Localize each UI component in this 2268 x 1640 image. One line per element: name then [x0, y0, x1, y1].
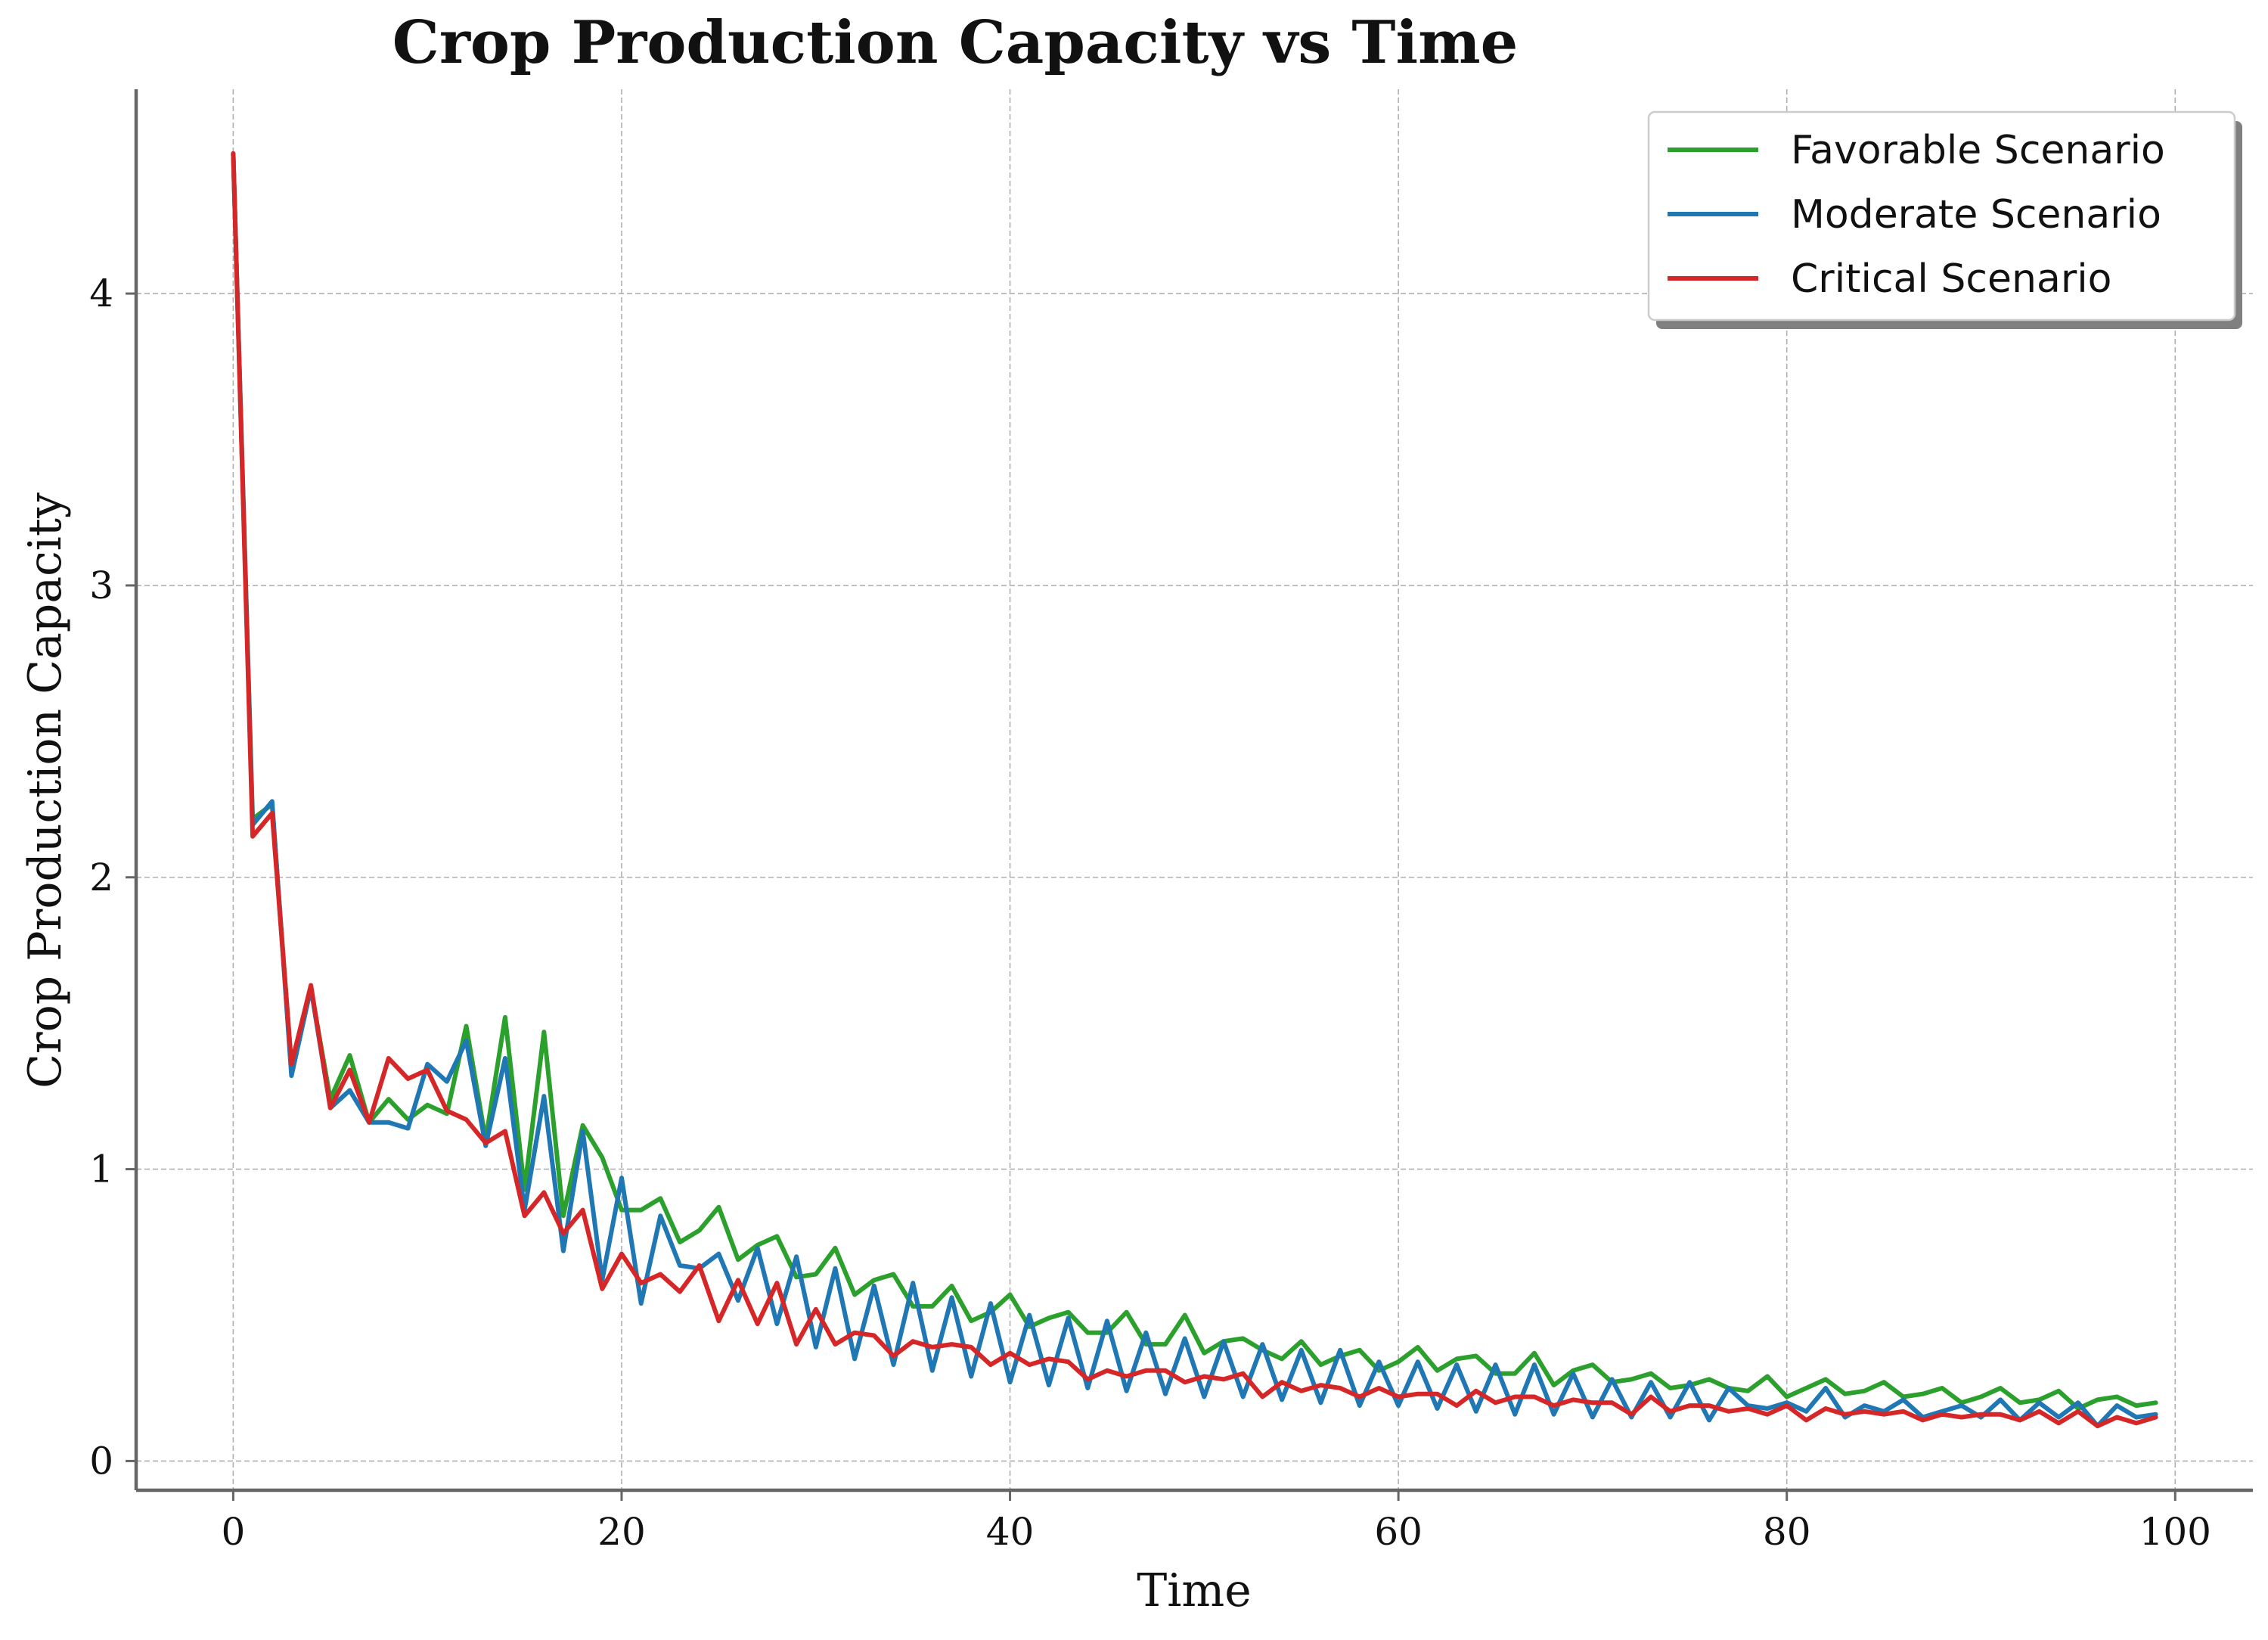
legend-label: Moderate Scenario: [1791, 192, 2161, 238]
x-tick-label: 40: [986, 1510, 1035, 1554]
x-tick-label: 20: [597, 1510, 646, 1554]
y-tick-label: 2: [89, 856, 113, 899]
series-line-critical-scenario: [231, 151, 2158, 1429]
x-tick-label: 0: [221, 1510, 245, 1554]
y-tick-label: 3: [89, 564, 113, 607]
x-tick-label: 80: [1763, 1510, 1811, 1554]
legend: Favorable Scenario Moderate Scenario Criti…: [1647, 110, 2242, 329]
series-line-favorable-scenario: [231, 151, 2158, 1411]
legend-box: [1647, 110, 2236, 321]
y-tick-label: 4: [89, 272, 113, 315]
series-lines: [231, 151, 2158, 1429]
x-tick-label: 60: [1374, 1510, 1423, 1554]
y-tick-label: 1: [89, 1148, 113, 1191]
legend-label: Critical Scenario: [1791, 256, 2111, 302]
y-tick-label: 0: [89, 1439, 113, 1483]
axes: [134, 89, 2253, 1492]
chart-title: Crop Production Capacity vs Time: [392, 8, 1519, 77]
x-tick-label: 100: [2139, 1510, 2211, 1554]
legend-label: Favorable Scenario: [1791, 128, 2165, 173]
series-line-moderate-scenario: [231, 151, 2158, 1429]
y-axis-label: Crop Production Capacity: [19, 492, 72, 1089]
x-axis-label: Time: [1137, 1564, 1252, 1617]
ticks: 0 20 40 60 80 100 0 1 2 3 4: [89, 272, 2211, 1554]
